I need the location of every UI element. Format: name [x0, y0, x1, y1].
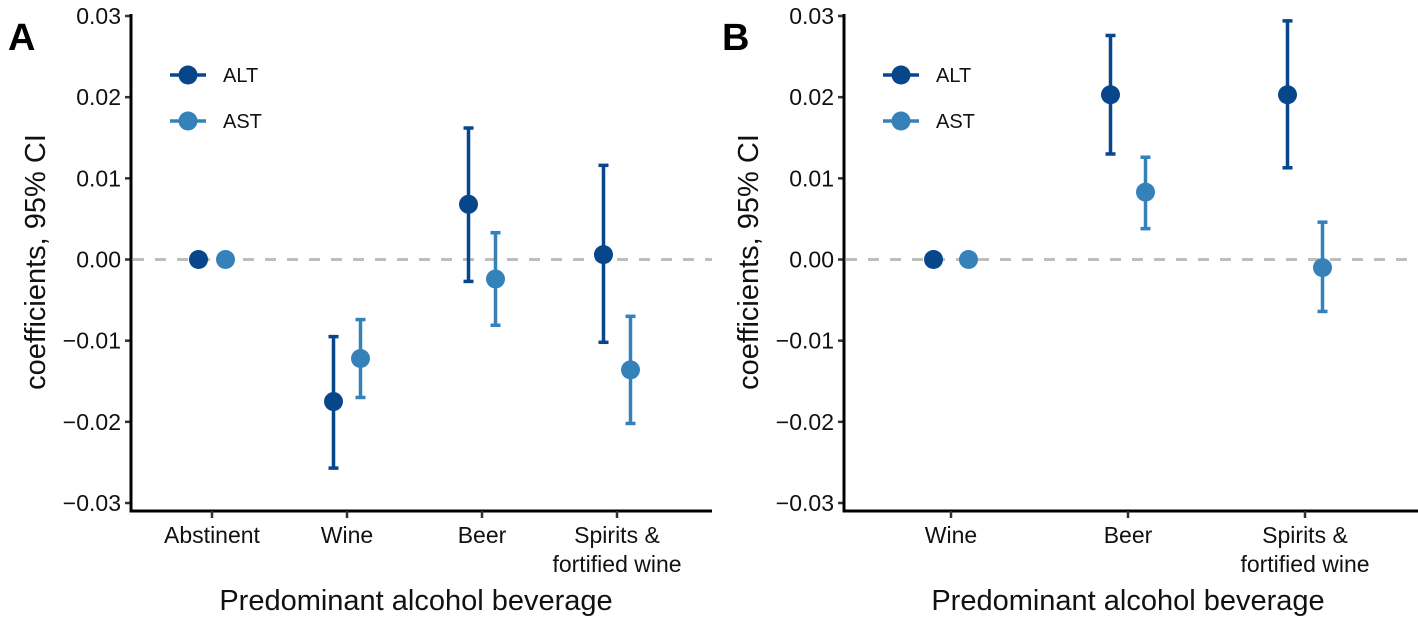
panel-a: A 0.03 0.02 0.01 0.00 −0.01 −0.02 −0.03 Abstinen…: [8, 3, 712, 617]
data-point-group: [351, 317, 370, 400]
legend-label: AST: [223, 111, 262, 133]
x-tick-label: Abstinent: [164, 522, 261, 548]
data-point-group: [924, 250, 943, 269]
x-tick-label: fortified wine: [552, 551, 681, 577]
panel-letter: B: [722, 17, 749, 59]
data-point-group: [1136, 155, 1155, 231]
legend-item-ast: AST: [170, 111, 262, 133]
data-point-ast: [959, 250, 978, 269]
data-point-alt: [459, 194, 478, 214]
data-point-group: [959, 250, 978, 269]
data-point-group: [1278, 19, 1297, 170]
data-point-group: [594, 163, 613, 345]
y-tick-label: 0.03: [789, 3, 834, 29]
data-point-group: [621, 314, 640, 426]
y-tick-label: 0.02: [76, 84, 121, 110]
data-point-group: [1101, 33, 1120, 156]
legend-marker: [891, 111, 911, 131]
data-point-ast: [621, 360, 640, 380]
legend-marker: [891, 65, 911, 85]
y-tick-label: 0.03: [76, 3, 121, 29]
data-point-alt: [924, 250, 943, 269]
data-point-group: [216, 250, 235, 269]
legend-marker: [178, 111, 198, 131]
data-point-group: [486, 230, 505, 327]
data-point-ast: [1136, 182, 1155, 202]
data-point-alt: [1278, 85, 1297, 105]
data-point-group: [459, 126, 478, 284]
x-tick-label: Wine: [925, 522, 977, 548]
x-axis-title: Predominant alcohol beverage: [931, 585, 1324, 617]
data-point-group: [189, 250, 208, 269]
y-axis-title: coefficients, 95% CI: [733, 134, 765, 390]
data-point-alt: [324, 392, 343, 412]
data-point-alt: [1101, 85, 1120, 105]
x-tick-label: Beer: [458, 522, 507, 548]
y-tick-label: −0.02: [776, 409, 834, 435]
x-tick-label: Spirits &: [1262, 522, 1348, 548]
legend-marker: [178, 65, 198, 85]
y-tick-label: 0.01: [76, 165, 121, 191]
x-tick-label: fortified wine: [1240, 551, 1369, 577]
data-point-ast: [216, 250, 235, 269]
x-tick-label: Wine: [321, 522, 373, 548]
data-point-alt: [189, 250, 208, 269]
panel-b: B 0.03 0.02 0.01 0.00 −0.01 −0.02 −0.03 Wine Beer…: [722, 3, 1418, 617]
x-tick-label: Spirits &: [574, 522, 660, 548]
y-tick-label: 0.00: [789, 247, 834, 273]
legend-label: ALT: [223, 65, 258, 87]
panel-letter: A: [8, 17, 35, 59]
y-tick-label: −0.03: [63, 490, 121, 516]
y-tick-label: 0.00: [76, 247, 121, 273]
legend-item-alt: ALT: [170, 65, 258, 87]
y-tick-label: −0.03: [776, 490, 834, 516]
legend-item-ast: AST: [883, 111, 975, 133]
legend-item-alt: ALT: [883, 65, 971, 87]
y-tick-label: −0.02: [63, 409, 121, 435]
data-point-ast: [1313, 258, 1332, 278]
y-axis-title: coefficients, 95% CI: [20, 134, 52, 390]
x-tick-label: Beer: [1104, 522, 1153, 548]
y-tick-label: −0.01: [776, 328, 834, 354]
legend-label: AST: [936, 111, 975, 133]
data-point-group: [324, 334, 343, 470]
y-tick-label: 0.02: [789, 84, 834, 110]
legend-label: ALT: [936, 65, 971, 87]
y-tick-label: −0.01: [63, 328, 121, 354]
data-point-ast: [351, 349, 370, 369]
data-point-alt: [594, 245, 613, 265]
data-point-group: [1313, 220, 1332, 314]
data-point-ast: [486, 269, 505, 289]
y-tick-label: 0.01: [789, 165, 834, 191]
x-axis-title: Predominant alcohol beverage: [219, 585, 612, 617]
